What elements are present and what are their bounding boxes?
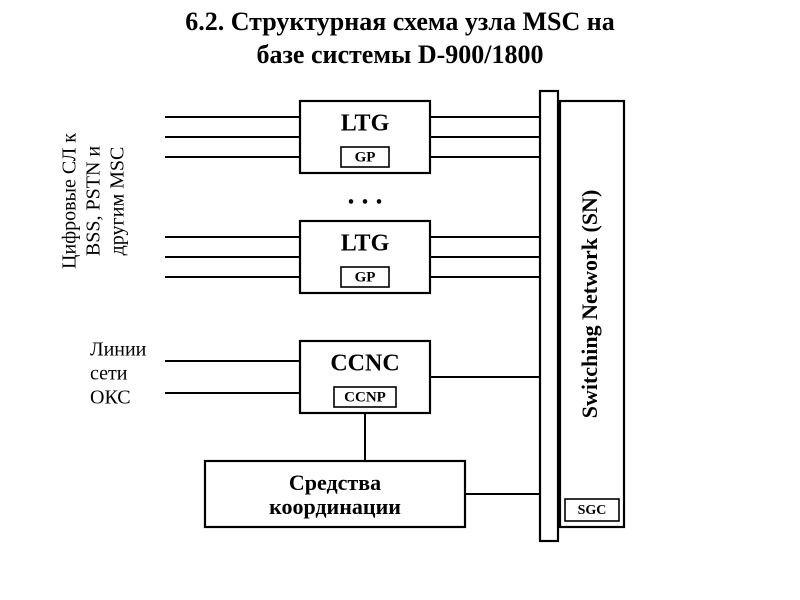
sn-bus-bar	[540, 91, 558, 541]
ccnc-block-label: CCNC	[330, 351, 399, 377]
title-line-1: 6.2. Структурная схема узла MSC на	[185, 7, 614, 36]
ltg-block-2-label: LTG	[341, 231, 390, 257]
left-label-oks-line: ОКС	[90, 387, 131, 409]
coord-label-1: Средства	[289, 470, 381, 495]
ltg-block-1-label: LTG	[341, 111, 390, 137]
sgc-label: SGC	[578, 503, 607, 518]
left-label-oks-line: сети	[90, 363, 128, 385]
ltg-block-1-inner-label: GP	[355, 149, 376, 165]
sn-label: Switching Network (SN)	[577, 190, 602, 419]
ellipsis-dots: . . .	[348, 179, 383, 210]
diagram-title: 6.2. Структурная схема узла MSC на базе с…	[0, 0, 800, 71]
left-label-digital-trunks: Цифровые СЛ кBSS, PSTN идругим MSC	[59, 133, 129, 269]
left-label-line: Цифровые СЛ к	[59, 133, 81, 269]
coord-label-2: координации	[269, 494, 401, 519]
left-label-line: BSS, PSTN и	[83, 146, 105, 256]
left-label-oks-line: Линии	[90, 339, 147, 361]
ccnc-block-inner-label: CCNP	[344, 389, 386, 405]
title-line-2: базе системы D-900/1800	[256, 40, 543, 69]
left-label-line: другим MSC	[107, 147, 129, 256]
msc-block-diagram: LTG GP LTG GP CCNC CCNP . . . Средствакоординац…	[0, 71, 800, 591]
ltg-block-2-inner-label: GP	[355, 269, 376, 285]
